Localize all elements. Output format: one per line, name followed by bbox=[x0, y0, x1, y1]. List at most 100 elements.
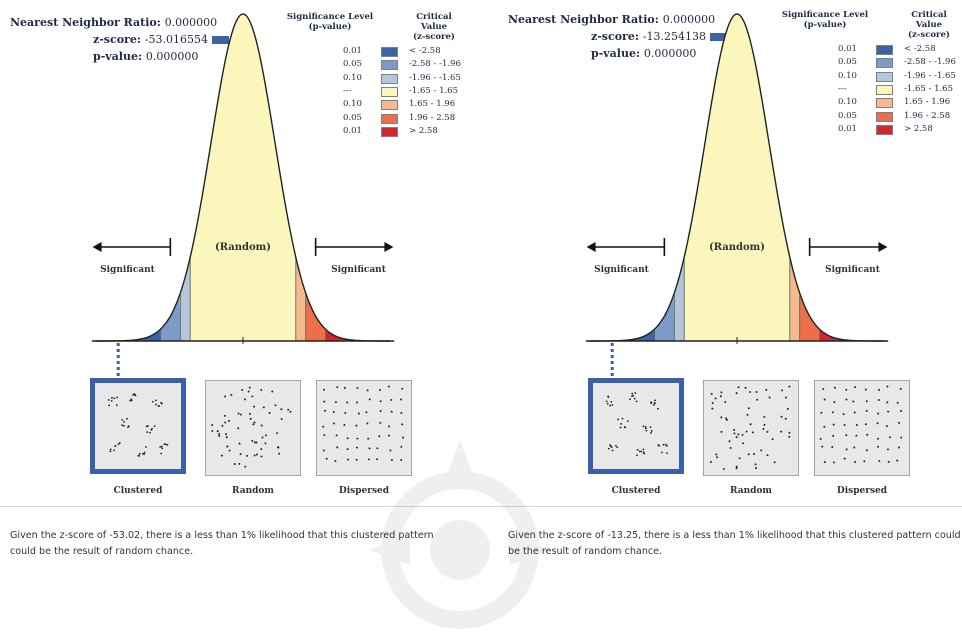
p-value-value: 0.000000 bbox=[643, 47, 697, 60]
legend-pvalue: 0.05 bbox=[343, 112, 362, 123]
legend-swatch bbox=[381, 126, 398, 137]
legend-pvalue: 0.10 bbox=[343, 99, 362, 110]
legend-zscore: < -2.58 bbox=[409, 46, 441, 56]
nn-ratio-value: 0.000000 bbox=[164, 16, 218, 29]
curve-band bbox=[684, 14, 790, 341]
legend-zscore: -2.58 - -1.96 bbox=[904, 57, 956, 68]
left-significant-label: Significant bbox=[100, 265, 156, 275]
stats-block: Nearest Neighbor Ratio: 0.000000 z-score… bbox=[508, 11, 727, 62]
pattern-thumbnail-clustered bbox=[90, 378, 186, 474]
curve-band bbox=[190, 14, 296, 341]
curve-outline bbox=[95, 13, 391, 342]
point-pattern bbox=[819, 385, 903, 464]
nn-ratio-label: Nearest Neighbor Ratio: bbox=[508, 13, 659, 26]
right-significant-label: Significant bbox=[825, 265, 881, 275]
significance-legend: Significance Level (p-value) Critical Val… bbox=[285, 12, 480, 142]
legend-zscore: 1.96 - 2.58 bbox=[409, 112, 456, 123]
legend-zscore: -1.96 - -1.65 bbox=[409, 72, 461, 83]
point-pattern bbox=[322, 385, 405, 463]
legend-zscore: -1.96 - -1.65 bbox=[904, 70, 956, 81]
p-value-value: 0.000000 bbox=[145, 50, 199, 63]
pattern-thumbnail-dispersed bbox=[814, 380, 910, 476]
normal-distribution-curve: (Random) Significant Significant bbox=[91, 13, 395, 379]
curve-band bbox=[819, 329, 885, 341]
legend-pvalue: 0.05 bbox=[838, 110, 857, 121]
legend-swatch bbox=[876, 84, 893, 95]
legend-zscore: 1.65 - 1.96 bbox=[409, 99, 456, 110]
z-score-label: z-score: bbox=[591, 30, 639, 43]
pattern-thumbnail-random bbox=[205, 380, 301, 476]
significance-legend: Significance Level (p-value) Critical Val… bbox=[780, 10, 962, 140]
legend-zscore: 1.96 - 2.58 bbox=[904, 110, 951, 121]
legend-zscore: < -2.58 bbox=[904, 44, 936, 54]
legend-zscore: -1.65 - 1.65 bbox=[904, 83, 953, 94]
legend-pvalue: 0.01 bbox=[343, 125, 362, 136]
legend-pvalue: 0.05 bbox=[343, 59, 362, 70]
z-score-swatch bbox=[709, 33, 727, 41]
pattern-label-dispersed: Dispersed bbox=[836, 486, 888, 496]
legend-swatch bbox=[381, 86, 398, 97]
point-pattern bbox=[605, 392, 668, 457]
normal-distribution-curve: (Random) Significant Significant bbox=[585, 13, 889, 379]
legend-zscore: > 2.58 bbox=[904, 123, 933, 134]
legend-zscore: 1.65 - 1.96 bbox=[904, 97, 951, 108]
nn-ratio-value: 0.000000 bbox=[662, 13, 716, 26]
legend-zscore: -2.58 - -1.96 bbox=[409, 59, 461, 70]
pattern-label-clustered: Clustered bbox=[113, 486, 163, 496]
legend-pvalue: --- bbox=[838, 83, 847, 94]
legend-crit-header: Critical Value (z-score) bbox=[413, 12, 455, 42]
legend-swatch bbox=[876, 45, 893, 55]
point-pattern bbox=[709, 385, 791, 471]
nn-ratio-label: Nearest Neighbor Ratio: bbox=[10, 16, 161, 29]
result-caption: Given the z-score of -53.02, there is a … bbox=[10, 530, 434, 557]
legend-zscore: > 2.58 bbox=[409, 125, 438, 136]
legend-zscore: -1.65 - 1.65 bbox=[409, 85, 458, 96]
pattern-label-random: Random bbox=[232, 486, 274, 496]
z-score-value: -13.254138 bbox=[642, 30, 706, 43]
right-significant-label: Significant bbox=[331, 265, 387, 275]
p-value-label: p-value: bbox=[591, 47, 641, 60]
pattern-thumbnail-clustered bbox=[588, 378, 684, 474]
stats-block: Nearest Neighbor Ratio: 0.000000 z-score… bbox=[10, 14, 229, 65]
legend-swatch bbox=[876, 58, 893, 69]
legend-pvalue: 0.10 bbox=[838, 97, 857, 108]
legend-swatch bbox=[381, 113, 398, 124]
watermark-emblem-icon bbox=[370, 440, 550, 629]
right-arrowhead-icon bbox=[384, 242, 394, 252]
report-panel-left: Nearest Neighbor Ratio: 0.000000 z-score… bbox=[0, 0, 481, 560]
legend-sig-header: Significance Level (p-value) bbox=[286, 12, 374, 32]
random-label: (Random) bbox=[709, 242, 765, 253]
curve-outline bbox=[589, 13, 885, 342]
point-pattern bbox=[107, 392, 169, 457]
curve-band bbox=[789, 257, 800, 341]
legend-swatch bbox=[876, 98, 893, 109]
curve-band bbox=[180, 258, 191, 341]
random-label: (Random) bbox=[215, 242, 271, 253]
legend-swatch bbox=[876, 71, 893, 82]
pattern-thumbnail-random bbox=[703, 380, 799, 476]
p-value-label: p-value: bbox=[93, 50, 143, 63]
legend-swatch bbox=[381, 73, 398, 84]
point-pattern bbox=[211, 386, 292, 468]
legend-swatch bbox=[876, 111, 893, 122]
legend-crit-header: Critical Value (z-score) bbox=[908, 10, 950, 40]
right-arrowhead-icon bbox=[878, 242, 888, 252]
z-score-label: z-score: bbox=[93, 33, 141, 46]
legend-pvalue: --- bbox=[343, 85, 352, 96]
legend-pvalue: 0.10 bbox=[838, 70, 857, 81]
z-score-swatch bbox=[211, 36, 229, 44]
result-caption: Given the z-score of -13.25, there is a … bbox=[508, 530, 961, 557]
section-divider bbox=[0, 506, 962, 507]
legend-pvalue: 0.01 bbox=[838, 44, 857, 54]
curve-band bbox=[295, 257, 306, 341]
pattern-label-clustered: Clustered bbox=[611, 486, 661, 496]
legend-swatch bbox=[876, 124, 893, 135]
pattern-label-random: Random bbox=[730, 486, 772, 496]
legend-pvalue: 0.05 bbox=[838, 57, 857, 68]
legend-swatch bbox=[381, 100, 398, 111]
left-arrowhead-icon bbox=[586, 242, 596, 252]
curve-band bbox=[674, 258, 685, 341]
legend-sig-header: Significance Level (p-value) bbox=[781, 10, 869, 30]
curve-band bbox=[325, 329, 391, 341]
left-arrowhead-icon bbox=[92, 242, 102, 252]
